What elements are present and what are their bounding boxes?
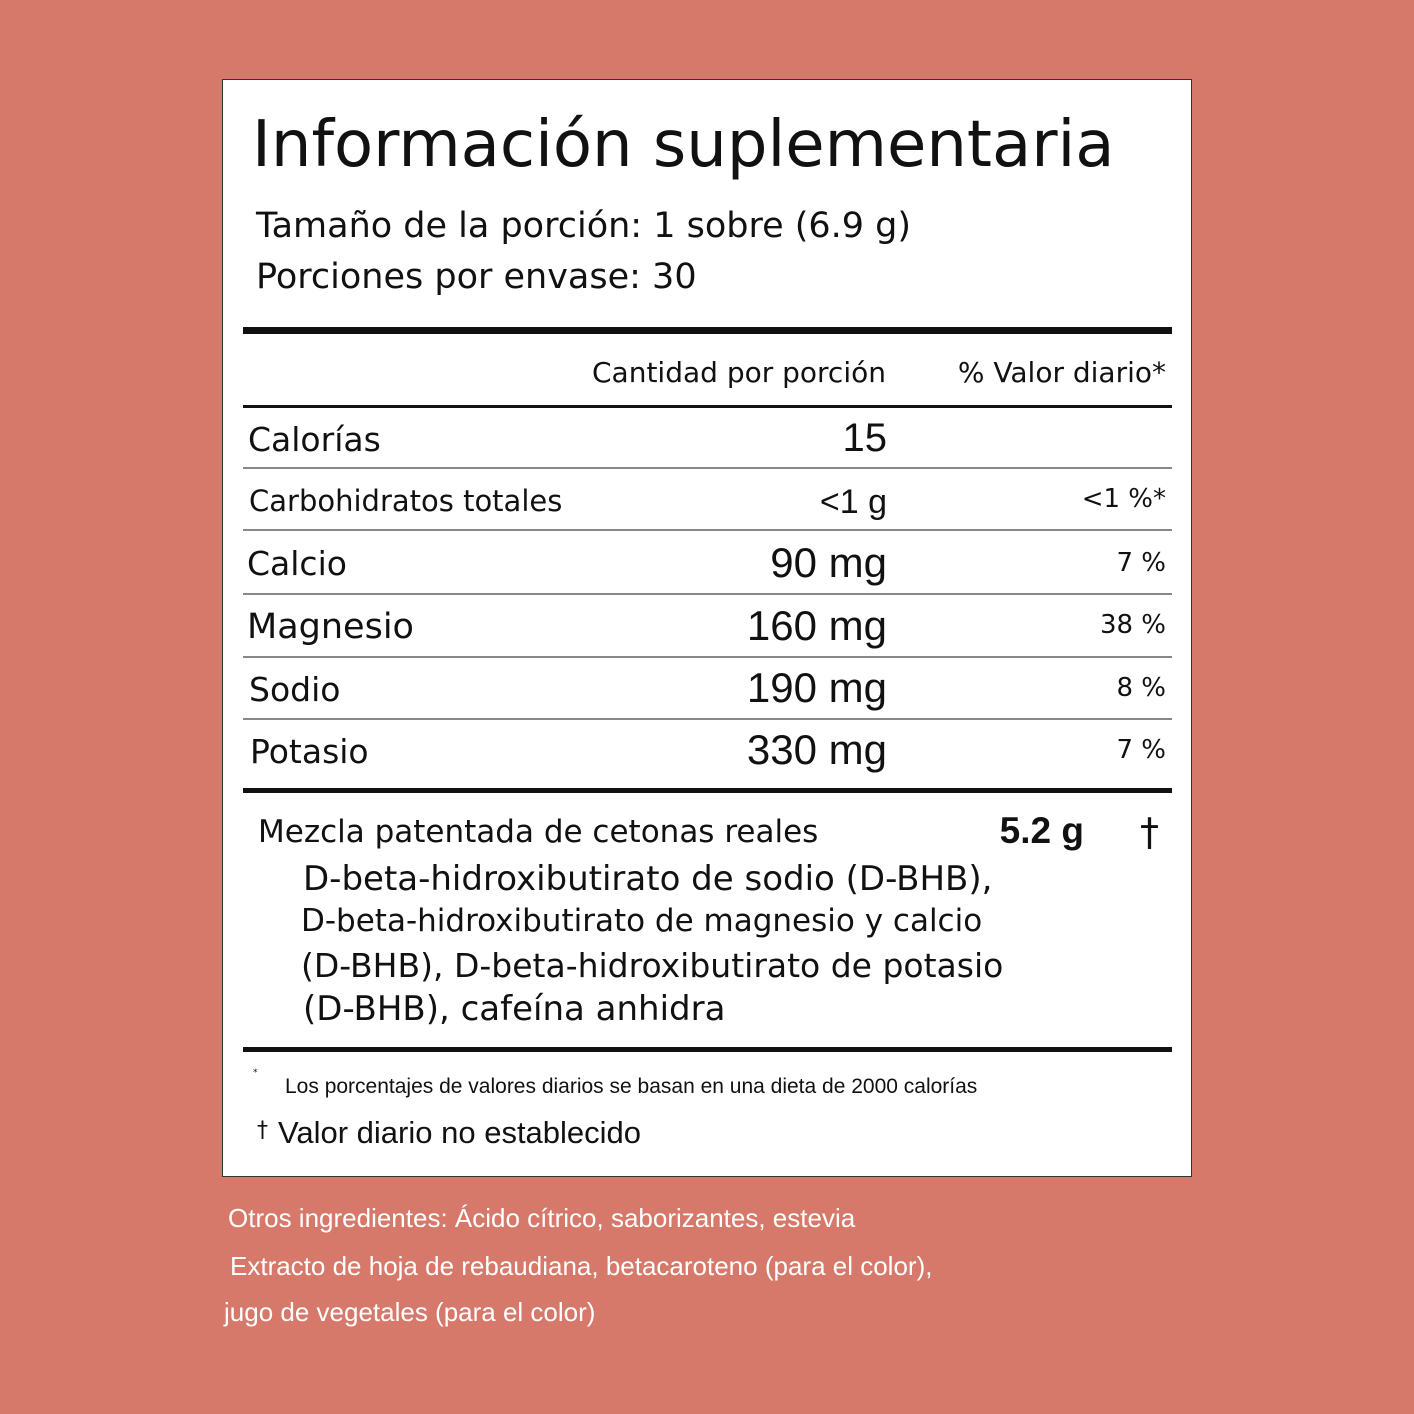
blend-ingredient-line: (D-BHB), D-beta-hidroxibutirato de potas… [301, 946, 1004, 985]
panel-title: Información suplementaria [252, 108, 1115, 182]
nutrient-dv: 38 % [1099, 610, 1166, 640]
other-ingredients-line: jugo de vegetales (para el color) [224, 1297, 596, 1327]
nutrient-dv: <1 %* [1081, 484, 1166, 514]
row-divider [243, 467, 1172, 469]
blend-ingredient-line: D-beta-hidroxibutirato de magnesio y cal… [301, 903, 983, 939]
thick-divider [243, 788, 1172, 793]
nutrient-name: Carbohidratos totales [249, 484, 563, 518]
row-divider [243, 593, 1172, 595]
nutrient-dv: 7 % [1116, 548, 1166, 578]
percent-footnote: Los porcentajes de valores diarios se ba… [285, 1075, 978, 1098]
nutrient-name: Potasio [250, 732, 369, 771]
daily-value-header: % Valor diario* [957, 356, 1166, 389]
row-divider [243, 656, 1172, 658]
servings-per-container: Porciones por envase: 30 [256, 257, 697, 297]
thick-divider [243, 1047, 1172, 1052]
nutrient-dv: 8 % [1116, 673, 1166, 703]
nutrient-name: Sodio [249, 670, 341, 709]
nutrient-amount: 330 mg [746, 726, 887, 773]
nutrient-amount: 15 [842, 416, 888, 460]
asterisk-mark: * [253, 1068, 258, 1078]
nutrient-name: Magnesio [247, 607, 414, 647]
dagger-mark: † [257, 1118, 268, 1143]
thick-divider [243, 327, 1172, 334]
blend-dv-dagger: † [1140, 810, 1159, 854]
amount-header: Cantidad por porción [592, 356, 886, 389]
nutrient-amount: <1 g [819, 483, 887, 521]
supplement-facts-panel [222, 79, 1192, 1177]
blend-ingredient-line: (D-BHB), cafeína anhidra [303, 989, 726, 1029]
nutrient-amount: 190 mg [746, 664, 887, 711]
serving-size: Tamaño de la porción: 1 sobre (6.9 g) [256, 206, 912, 246]
header-divider [243, 405, 1172, 408]
nutrient-name: Calorías [248, 420, 381, 459]
blend-amount: 5.2 g [999, 810, 1084, 851]
nutrient-dv: 7 % [1116, 735, 1166, 765]
blend-ingredient-line: D-beta-hidroxibutirato de sodio (D-BHB), [303, 859, 993, 899]
nutrient-name: Calcio [247, 544, 347, 583]
dagger-footnote: Valor diario no establecido [278, 1115, 642, 1150]
nutrient-amount: 160 mg [746, 602, 887, 649]
nutrient-amount: 90 mg [770, 539, 887, 586]
other-ingredients-line: Otros ingredientes: Ácido cítrico, sabor… [228, 1203, 856, 1233]
row-divider [243, 718, 1172, 720]
blend-name: Mezcla patentada de cetonas reales [258, 814, 819, 850]
other-ingredients-line: Extracto de hoja de rebaudiana, betacaro… [230, 1251, 933, 1281]
row-divider [243, 529, 1172, 531]
